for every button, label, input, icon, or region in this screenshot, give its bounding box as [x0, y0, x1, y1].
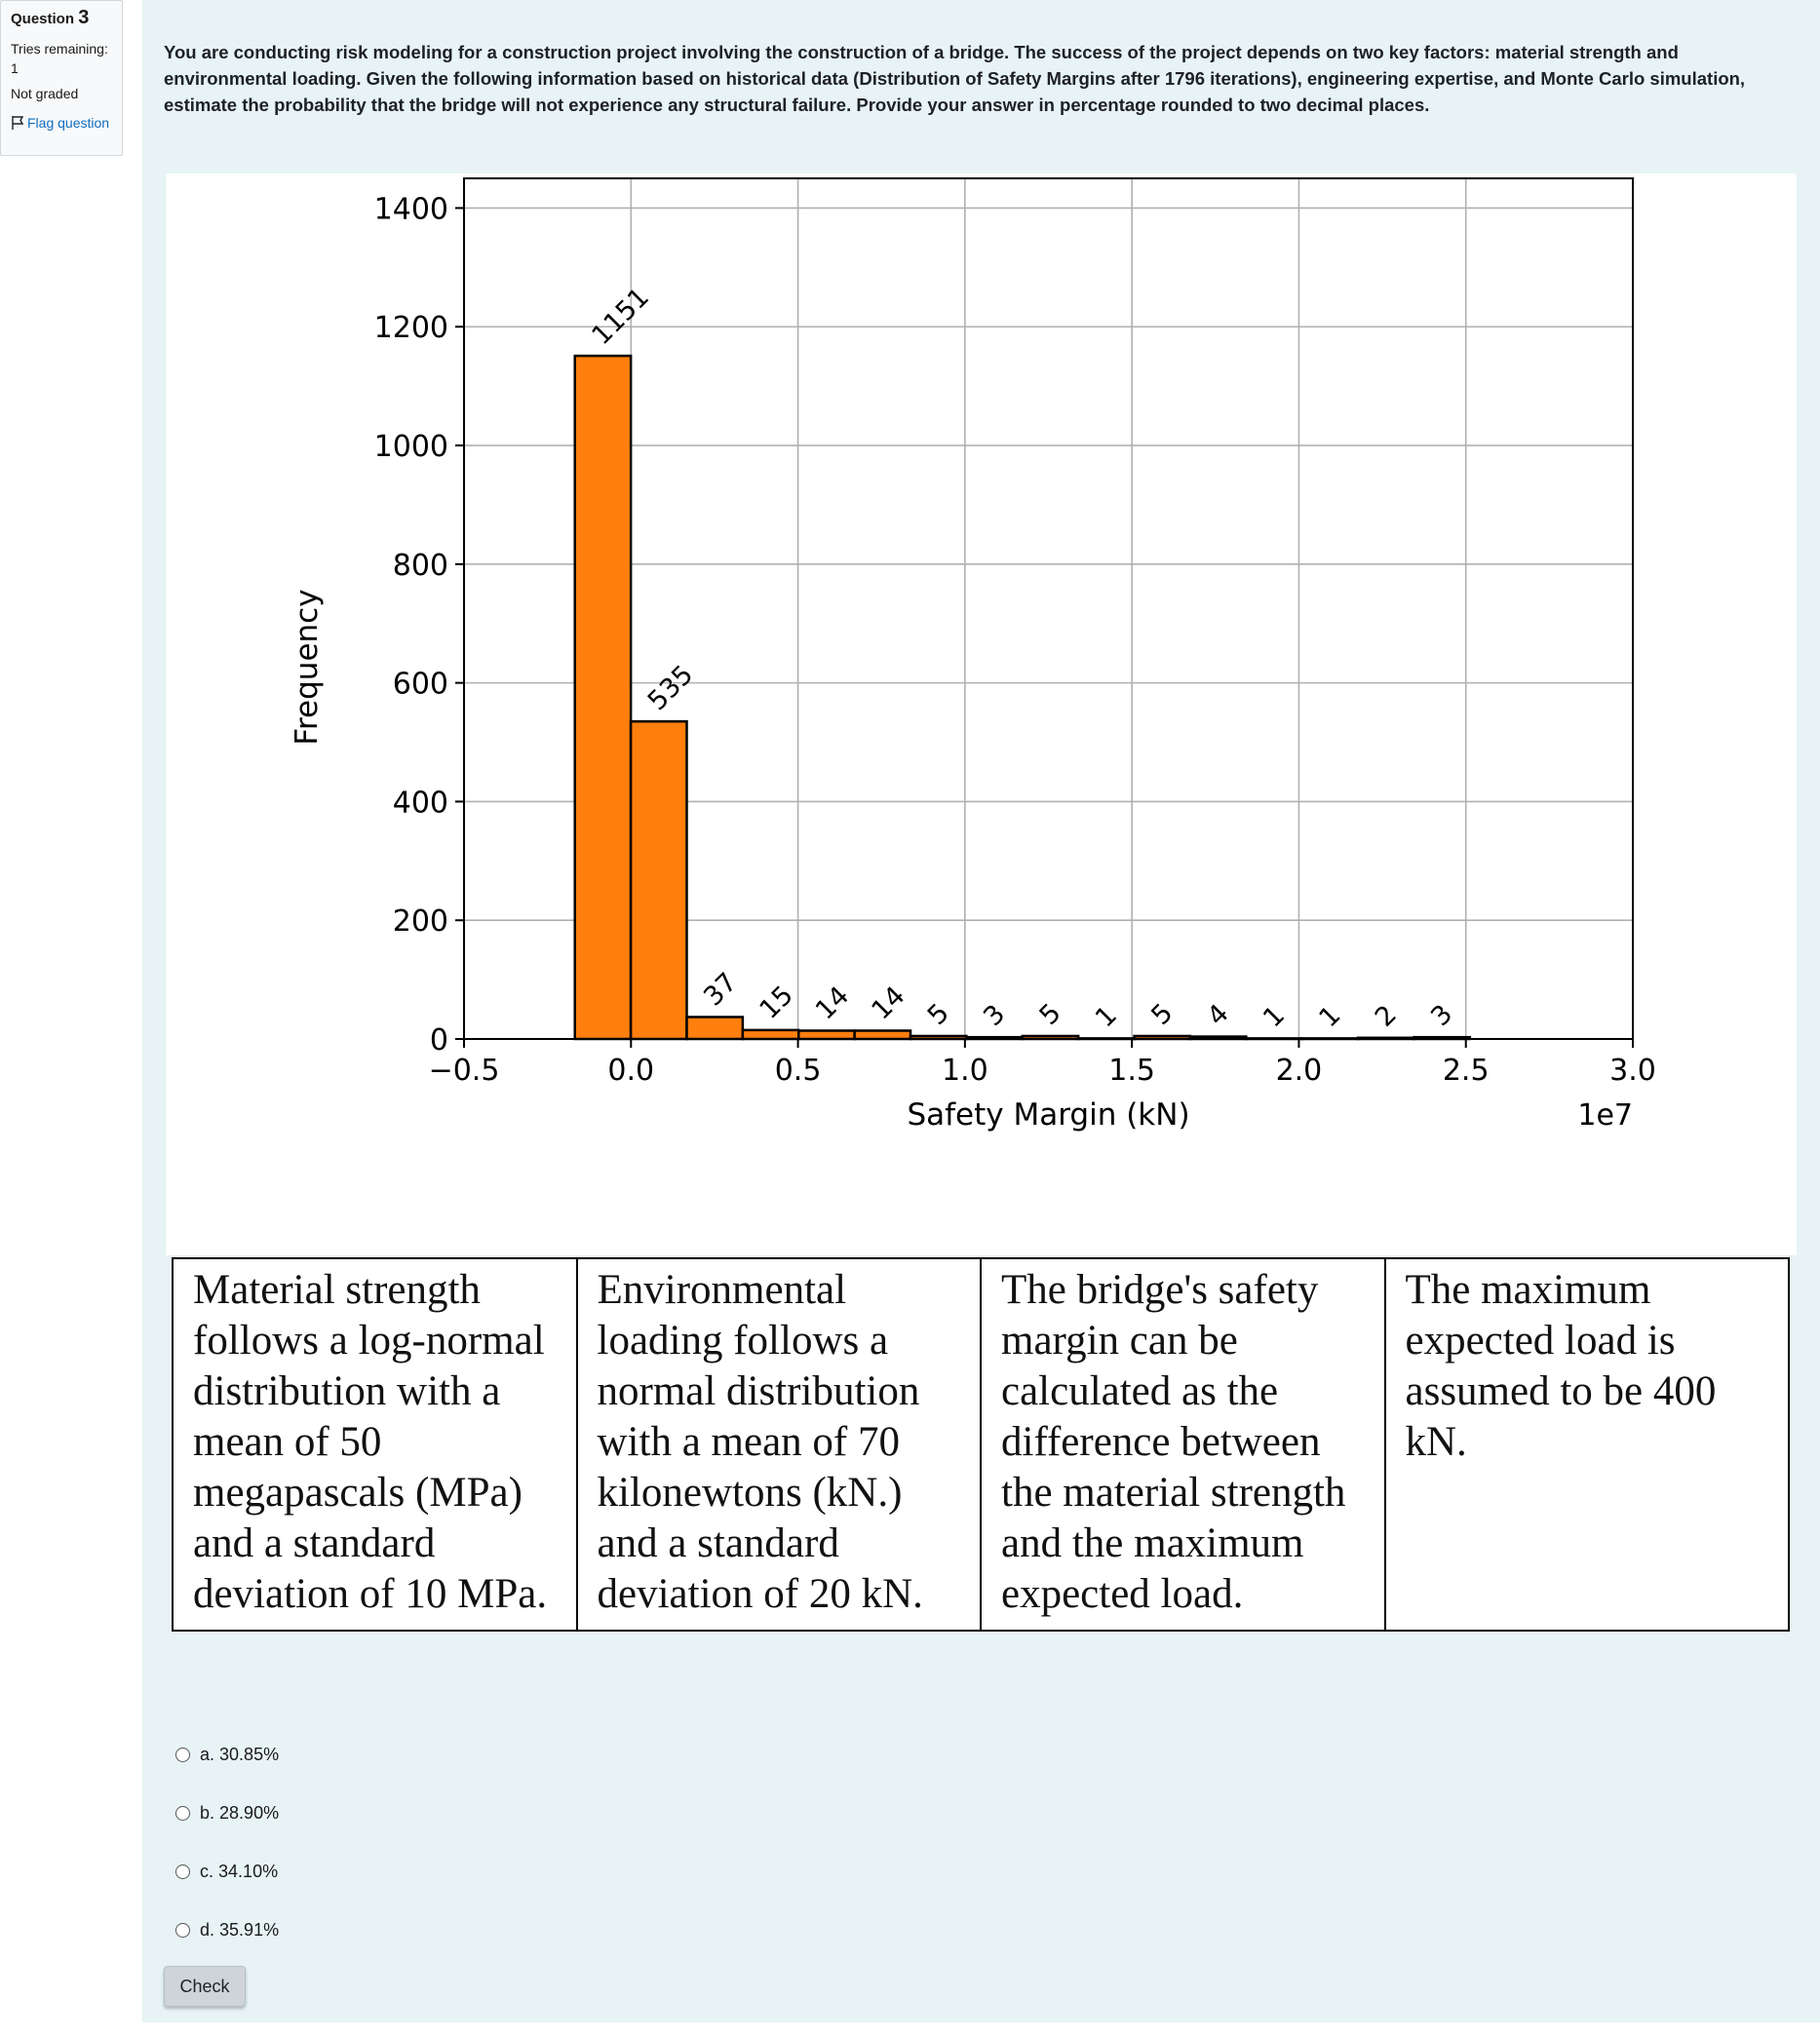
fact-safety-margin: The bridge's safety margin can be calcul…	[980, 1257, 1386, 1632]
bar-data-label: 15	[755, 981, 799, 1025]
x-tick-label: −0.5	[429, 1054, 500, 1088]
option-d[interactable]: d. 35.91%	[175, 1901, 279, 1959]
question-content: You are conducting risk modeling for a c…	[142, 0, 1820, 2022]
histogram-bar	[573, 354, 633, 1041]
y-axis-label: Frequency	[290, 589, 325, 745]
histogram-bar	[685, 1016, 745, 1041]
y-tick-label: 200	[393, 904, 448, 939]
facts-table: Material strength follows a log-normal d…	[172, 1257, 1790, 1632]
flag-question-link[interactable]: Flag question	[11, 115, 114, 131]
histogram-bar	[797, 1029, 856, 1041]
x-tick-label: 3.0	[1609, 1054, 1656, 1088]
plot-frame	[463, 177, 1634, 1040]
question-label: Question	[11, 11, 75, 27]
bar-data-label: 14	[810, 981, 855, 1025]
bar-data-label: 535	[642, 660, 699, 716]
x-tick-label: 1.0	[942, 1054, 988, 1088]
option-a[interactable]: a. 30.85%	[175, 1725, 279, 1784]
option-d-letter: d.	[200, 1919, 215, 1940]
histogram-bar	[853, 1029, 912, 1041]
facts-row: Material strength follows a log-normal d…	[172, 1257, 1790, 1632]
bar-data-label: 3	[978, 999, 1011, 1032]
question-info-panel: Question 3 Tries remaining: 1 Not graded…	[0, 0, 123, 156]
x-offset-label: 1e7	[1577, 1098, 1633, 1133]
question-text: You are conducting risk modeling for a c…	[164, 42, 1746, 115]
option-d-text: 35.91%	[219, 1919, 280, 1940]
y-tick-label: 1000	[374, 430, 448, 464]
option-c-text: 34.10%	[218, 1861, 279, 1881]
bar-data-label: 1	[1258, 1000, 1291, 1033]
option-c[interactable]: c. 34.10%	[175, 1842, 279, 1901]
x-tick-label: 1.5	[1108, 1054, 1155, 1088]
bar-data-label: 3	[1425, 999, 1458, 1032]
fact-environmental-loading: Environmental loading follows a normal d…	[575, 1257, 982, 1632]
answer-options: a. 30.85% b. 28.90% c. 34.10% d. 35.91%	[175, 1725, 279, 1959]
bar-data-label: 1151	[586, 283, 655, 352]
y-tick-label: 400	[393, 786, 448, 820]
bar-data-label: 2	[1370, 1000, 1403, 1033]
y-tick-label: 0	[430, 1023, 448, 1057]
x-axis-label: Safety Margin (kN)	[907, 1097, 1189, 1133]
y-tick-label: 600	[393, 668, 448, 702]
grade-status: Not graded	[11, 86, 79, 101]
option-c-radio[interactable]	[175, 1864, 190, 1879]
histogram-figure: 1151 535 37 15 14 14 5 3 5 1 5 4 1 1 2 3 −0.5 0.0 0.5 1.0 1.…	[166, 173, 1797, 1255]
bar-data-label: 1	[1090, 1000, 1123, 1033]
bar-data-label: 37	[698, 967, 743, 1012]
bar-data-label: 14	[866, 981, 910, 1025]
option-b-radio[interactable]	[175, 1805, 190, 1821]
bar-data-label: 4	[1202, 998, 1235, 1031]
y-tick-label: 1400	[374, 192, 448, 226]
option-b[interactable]: b. 28.90%	[175, 1784, 279, 1842]
y-tick-label: 800	[393, 549, 448, 583]
histogram-bar	[741, 1028, 800, 1041]
fact-maximum-load: The maximum expected load is assumed to …	[1383, 1257, 1790, 1632]
x-tick-label: 2.5	[1443, 1054, 1490, 1088]
tries-label: Tries remaining:	[11, 41, 108, 57]
bar-data-label: 5	[922, 998, 955, 1031]
option-d-radio[interactable]	[175, 1922, 190, 1938]
x-tick-label: 2.0	[1276, 1054, 1323, 1088]
option-a-text: 30.85%	[219, 1744, 280, 1764]
option-a-radio[interactable]	[175, 1747, 190, 1762]
option-b-letter: b.	[200, 1802, 215, 1823]
option-a-letter: a.	[200, 1744, 215, 1764]
flag-icon	[12, 116, 24, 130]
x-tick-label: 0.0	[607, 1054, 654, 1088]
tries-remaining: Tries remaining: 1	[11, 39, 114, 78]
option-b-text: 28.90%	[219, 1802, 280, 1823]
question-number-value: 3	[78, 7, 90, 28]
bar-data-label: 1	[1313, 1000, 1346, 1033]
bar-data-label: 5	[1033, 998, 1066, 1031]
flag-question-label: Flag question	[27, 115, 110, 131]
fact-material-strength: Material strength follows a log-normal d…	[172, 1257, 578, 1632]
histogram-bar	[629, 719, 688, 1041]
check-button[interactable]: Check	[164, 1966, 246, 2007]
bar-data-label: 5	[1145, 998, 1179, 1031]
tries-value: 1	[11, 60, 19, 76]
y-tick-label: 1200	[374, 311, 448, 345]
option-c-letter: c.	[200, 1861, 214, 1881]
question-number: Question 3	[11, 7, 114, 29]
x-tick-label: 0.5	[775, 1054, 822, 1088]
